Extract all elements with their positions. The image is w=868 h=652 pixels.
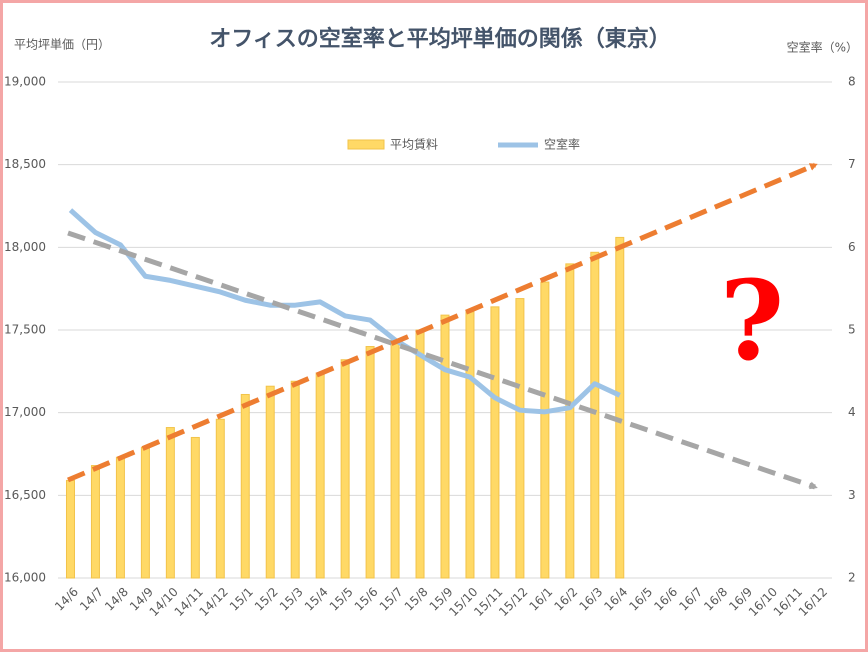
bar	[565, 263, 575, 579]
y2-tick-label: 4	[848, 405, 856, 419]
x-tick-label: 15/7	[377, 585, 406, 614]
x-tick-label: 14/8	[102, 585, 131, 614]
legend-label: 空室率	[544, 137, 580, 152]
y-tick-label: 17,500	[4, 323, 46, 337]
bar	[365, 346, 375, 579]
x-tick-label: 14/12	[197, 585, 231, 619]
bar	[390, 339, 400, 579]
y-tick-label: 17,000	[4, 405, 46, 419]
bar	[265, 385, 275, 579]
bar	[440, 314, 450, 579]
bar	[190, 436, 200, 579]
bar	[165, 427, 175, 579]
bar	[540, 281, 550, 579]
y2-tick-label: 3	[848, 488, 856, 502]
x-tick-label: 14/6	[52, 585, 81, 614]
x-tick-label: 15/1	[227, 585, 256, 614]
trend-arrows	[67, 162, 818, 490]
bar	[415, 329, 425, 579]
x-tick-label: 16/6	[651, 585, 680, 614]
line	[68, 208, 621, 415]
x-tick-label: 16/1	[527, 585, 556, 614]
trend-arrow	[67, 162, 818, 483]
y-axis-label: 平均坪単価（円）	[14, 38, 110, 52]
x-tick-label: 15/6	[352, 585, 381, 614]
bar	[140, 446, 150, 579]
bar	[590, 251, 600, 579]
y2-tick-label: 7	[848, 157, 856, 171]
bar	[315, 372, 325, 579]
bar	[115, 456, 125, 579]
x-tick-label: 15/5	[327, 585, 356, 614]
x-tick-label: 16/7	[676, 585, 705, 614]
y2-axis-label: 空室率（%）	[787, 40, 858, 55]
bar	[65, 479, 75, 579]
x-tick-label: 14/7	[77, 585, 106, 614]
bar	[490, 306, 500, 579]
bar	[465, 311, 475, 579]
y-tick-label: 18,000	[4, 240, 46, 254]
x-tick-label: 16/12	[796, 585, 830, 619]
legend-label: 平均賃料	[390, 137, 438, 152]
y-tick-label: 16,500	[4, 488, 46, 502]
x-tick-label: 16/5	[626, 585, 655, 614]
y2-tick-label: 2	[848, 571, 856, 585]
x-tick-label: 16/4	[601, 585, 630, 614]
y-tick-label: 16,000	[4, 571, 46, 585]
question-mark: ?	[720, 256, 784, 385]
x-tick-label: 15/2	[252, 585, 281, 614]
y-tick-label: 18,500	[4, 157, 46, 171]
bar	[290, 380, 300, 579]
chart-title: オフィスの空室率と平均坪単価の関係（東京）	[209, 26, 671, 52]
x-tick-label: 16/2	[551, 585, 580, 614]
y2-tick-label: 5	[848, 323, 856, 337]
bar	[515, 298, 525, 579]
bar	[240, 393, 250, 579]
x-tick-label: 16/8	[701, 585, 730, 614]
x-tick-label: 15/3	[277, 585, 306, 614]
y2-tick-label: 6	[848, 240, 856, 254]
bar	[340, 359, 350, 579]
bar	[615, 236, 625, 579]
x-tick-label: 16/3	[576, 585, 605, 614]
y-tick-label: 19,000	[4, 75, 46, 89]
trend-arrow	[67, 230, 818, 490]
x-tick-label: 15/4	[302, 585, 331, 614]
bar	[90, 465, 100, 579]
x-tick-label: 15/8	[402, 585, 431, 614]
bar	[215, 418, 225, 579]
x-tick-label: 15/12	[496, 585, 530, 619]
legend-swatch	[347, 139, 385, 150]
y2-tick-label: 8	[848, 75, 856, 89]
